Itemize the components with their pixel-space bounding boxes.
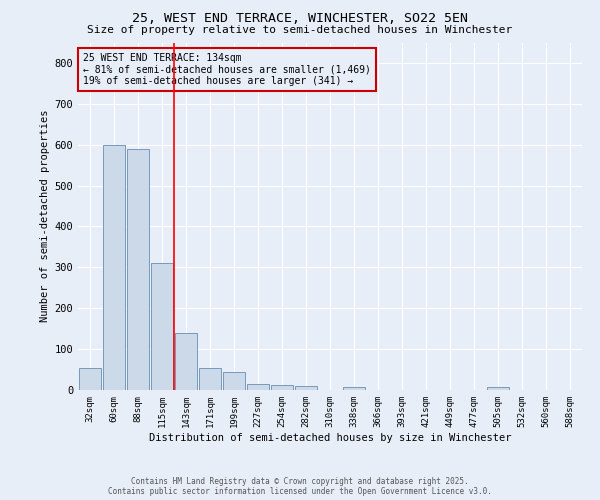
Bar xyxy=(175,333,197,390)
Bar xyxy=(295,386,317,390)
Bar xyxy=(127,149,149,390)
Bar xyxy=(271,385,293,390)
Bar xyxy=(151,264,173,390)
Bar xyxy=(103,144,125,390)
Bar xyxy=(487,387,509,390)
Bar xyxy=(343,386,365,390)
X-axis label: Distribution of semi-detached houses by size in Winchester: Distribution of semi-detached houses by … xyxy=(149,432,511,442)
Text: Contains HM Land Registry data © Crown copyright and database right 2025.
Contai: Contains HM Land Registry data © Crown c… xyxy=(108,476,492,496)
Bar xyxy=(199,368,221,390)
Bar xyxy=(247,384,269,390)
Text: Size of property relative to semi-detached houses in Winchester: Size of property relative to semi-detach… xyxy=(88,25,512,35)
Text: 25 WEST END TERRACE: 134sqm
← 81% of semi-detached houses are smaller (1,469)
19: 25 WEST END TERRACE: 134sqm ← 81% of sem… xyxy=(83,53,371,86)
Text: 25, WEST END TERRACE, WINCHESTER, SO22 5EN: 25, WEST END TERRACE, WINCHESTER, SO22 5… xyxy=(132,12,468,26)
Bar xyxy=(223,372,245,390)
Bar xyxy=(79,368,101,390)
Y-axis label: Number of semi-detached properties: Number of semi-detached properties xyxy=(40,110,50,322)
